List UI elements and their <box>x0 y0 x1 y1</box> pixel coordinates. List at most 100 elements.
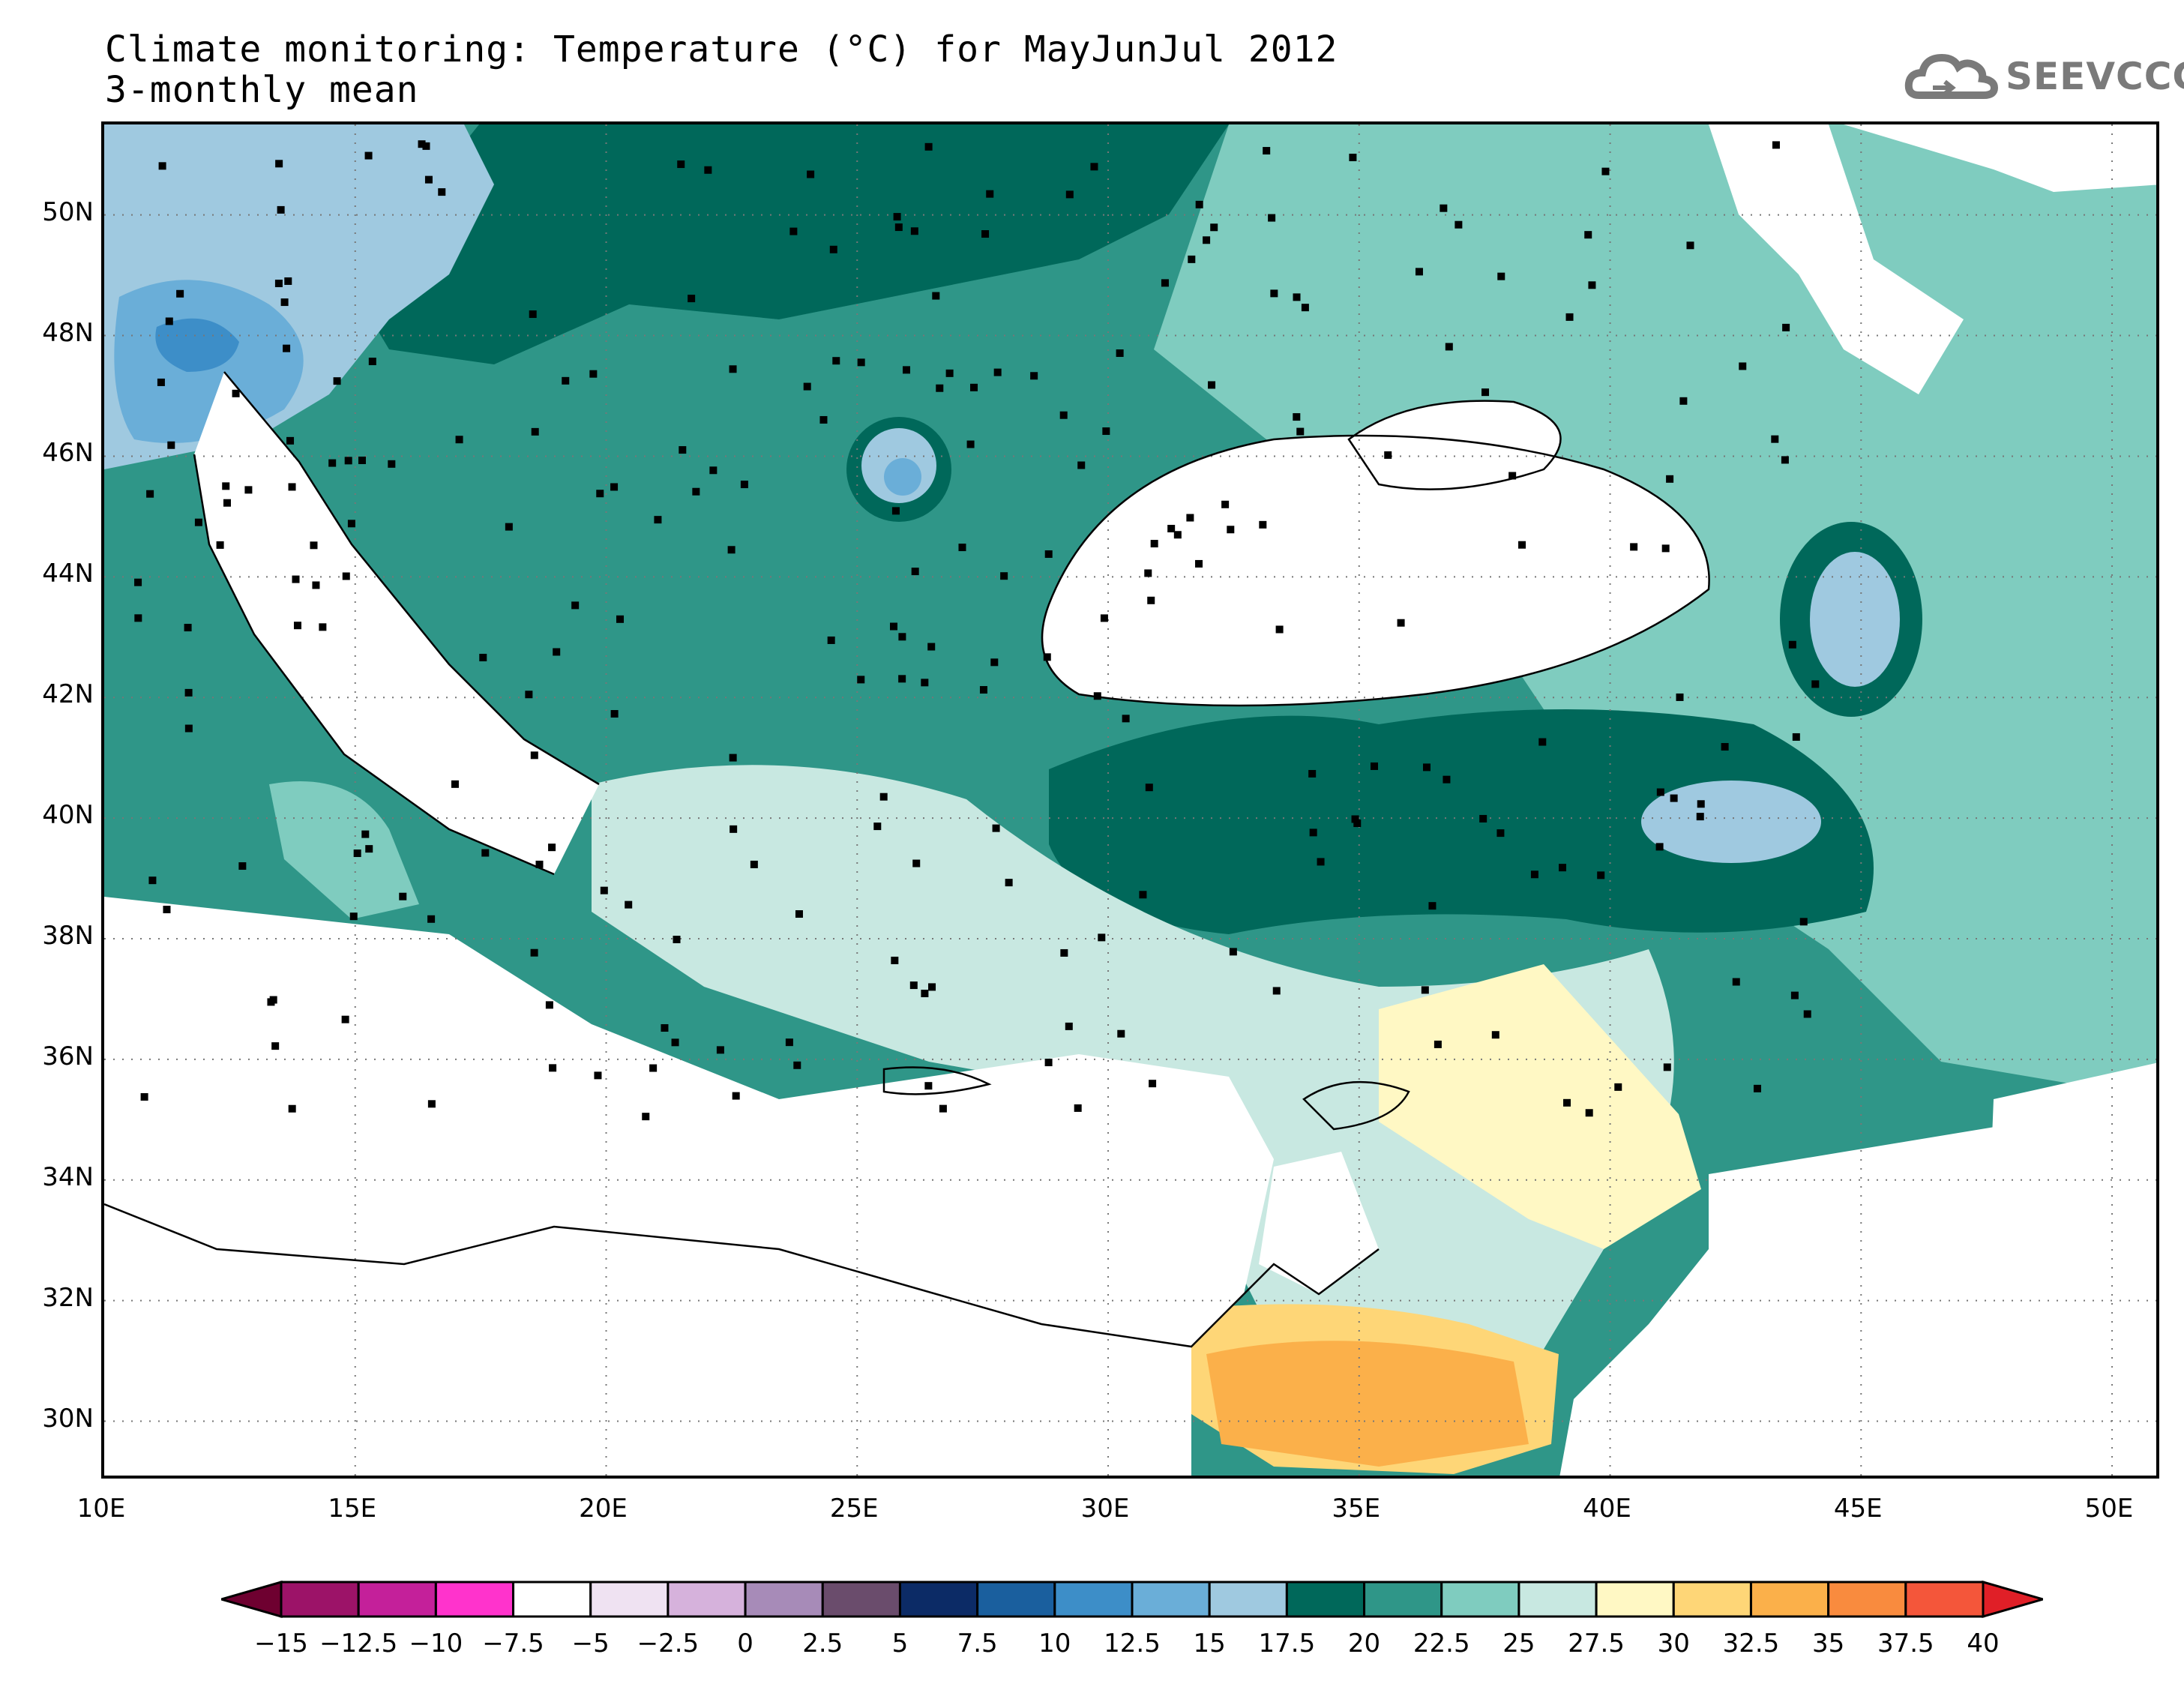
station-marker <box>341 1015 349 1023</box>
station-marker <box>1203 236 1211 244</box>
station-marker <box>1102 427 1110 436</box>
station-marker <box>1630 543 1638 551</box>
field-cau-17.5 <box>1810 552 1900 687</box>
station-marker <box>610 710 619 718</box>
colorbar-label: −12.5 <box>319 1629 398 1659</box>
station-marker <box>140 1092 148 1101</box>
mask-adriatic <box>194 372 599 874</box>
station-marker <box>1771 435 1779 443</box>
colorbar-swatch <box>1208 1581 1288 1618</box>
station-marker <box>1721 743 1729 751</box>
station-marker <box>353 849 361 858</box>
colorbar-swatch <box>1982 1581 2043 1618</box>
station-marker <box>1270 289 1278 298</box>
station-marker <box>729 825 738 833</box>
y-tick-label: 32N <box>42 1282 94 1313</box>
station-marker <box>1221 500 1230 508</box>
colorbar-swatch <box>976 1581 1056 1618</box>
station-marker <box>399 892 407 900</box>
colorbar-swatch <box>1904 1581 1985 1618</box>
station-marker <box>1666 475 1674 483</box>
station-marker <box>827 636 835 644</box>
station-marker <box>921 679 929 687</box>
station-marker <box>1585 1109 1593 1117</box>
station-marker <box>1122 715 1130 723</box>
station-marker <box>692 487 700 496</box>
seevccc-logo: SEEVCCC <box>1904 41 2184 109</box>
station-marker <box>530 751 538 760</box>
colorbar-label: −2.5 <box>637 1629 700 1659</box>
station-marker <box>589 370 598 378</box>
station-marker <box>1167 525 1176 533</box>
station-marker <box>945 369 954 377</box>
station-marker <box>993 368 1002 376</box>
station-marker <box>1686 241 1694 250</box>
y-tick-label: 40N <box>42 800 94 831</box>
station-marker <box>890 622 898 631</box>
station-marker <box>1792 733 1800 741</box>
station-marker <box>857 676 865 684</box>
station-marker <box>184 688 193 697</box>
station-marker <box>286 436 295 445</box>
y-tick-label: 34N <box>42 1161 94 1192</box>
station-marker <box>1434 1040 1442 1048</box>
station-marker <box>293 622 301 630</box>
station-marker <box>1421 986 1429 994</box>
station-marker <box>924 1082 933 1090</box>
station-marker <box>990 658 999 667</box>
y-tick-label: 48N <box>42 317 94 348</box>
station-marker <box>716 1046 724 1054</box>
station-marker <box>1030 372 1038 380</box>
station-marker <box>1210 223 1218 232</box>
station-marker <box>1268 214 1276 222</box>
station-marker <box>1077 461 1086 469</box>
station-marker <box>388 460 396 468</box>
station-marker <box>1059 411 1068 419</box>
station-marker <box>344 457 352 465</box>
station-marker <box>148 876 157 885</box>
station-marker <box>244 486 253 494</box>
station-marker <box>529 310 537 319</box>
colorbar-swatch <box>1131 1581 1211 1618</box>
colorbar-label: 35 <box>1811 1629 1845 1659</box>
station-marker <box>1443 775 1451 784</box>
station-marker <box>1811 680 1820 688</box>
x-tick-label: 45E <box>1833 1494 1883 1524</box>
station-marker <box>358 456 366 464</box>
station-marker <box>481 849 490 857</box>
colorbar-swatch <box>357 1581 437 1618</box>
y-tick-label: 30N <box>42 1403 94 1434</box>
station-marker <box>879 793 888 801</box>
mask-levant-coast <box>1259 1152 1379 1294</box>
station-marker <box>673 936 681 944</box>
colorbar-swatch <box>1595 1581 1675 1618</box>
station-marker <box>1349 153 1357 161</box>
station-marker <box>709 466 718 475</box>
station-marker <box>535 860 544 868</box>
station-marker <box>1799 918 1808 926</box>
x-tick-label: 10E <box>76 1494 126 1524</box>
station-marker <box>184 724 193 733</box>
field-anatolia-20 <box>1049 709 1874 934</box>
station-marker <box>1145 784 1153 792</box>
station-marker <box>1116 349 1124 358</box>
colorbar-swatch <box>744 1581 824 1618</box>
station-marker <box>1782 323 1790 331</box>
station-marker <box>167 441 175 449</box>
field-sinai-35 <box>1206 1341 1529 1467</box>
station-marker <box>932 292 940 300</box>
station-marker <box>649 1064 658 1072</box>
station-marker <box>1065 1022 1073 1030</box>
station-marker <box>1563 1098 1571 1107</box>
station-marker <box>1139 891 1147 899</box>
colorbar-swatch <box>667 1581 747 1618</box>
station-marker <box>1263 147 1271 155</box>
station-marker <box>549 1064 557 1072</box>
station-marker <box>1195 200 1203 208</box>
field-north-20 <box>344 124 1229 364</box>
station-marker <box>894 223 903 232</box>
station-marker <box>163 906 171 914</box>
field-nw-12.5 <box>155 318 239 372</box>
station-marker <box>970 383 978 391</box>
station-marker <box>349 912 358 921</box>
